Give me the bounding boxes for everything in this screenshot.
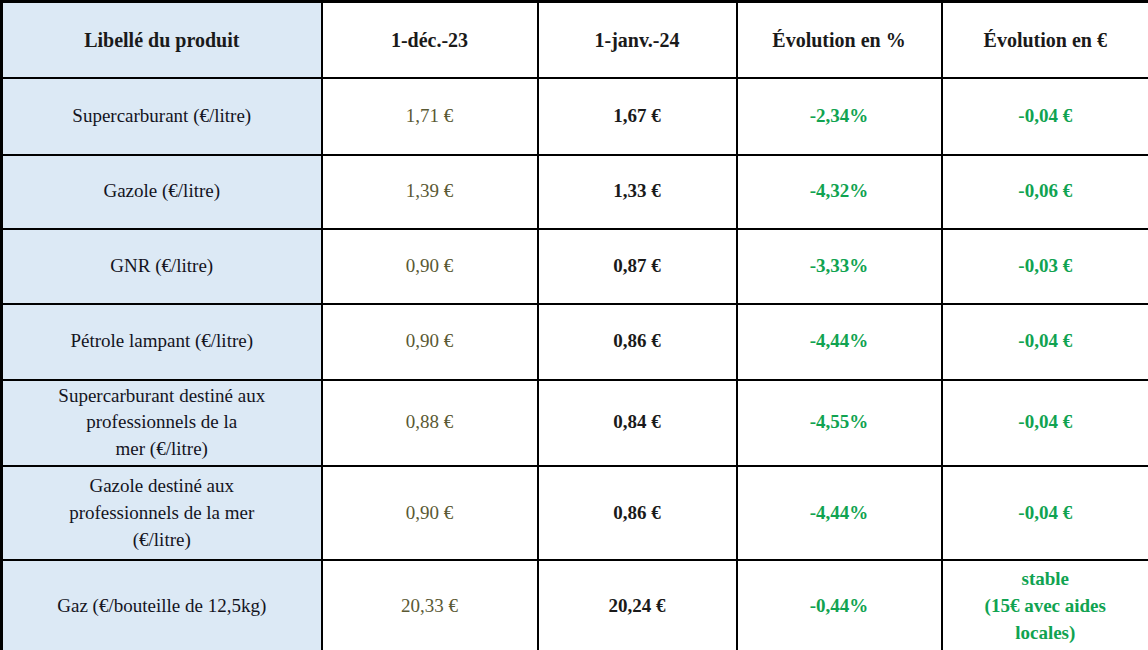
product-label-cell: GNR (€/litre) [2,229,322,304]
evolution-eur-cell: stable (15€ avec aides locales) [942,560,1148,650]
evolution-eur-cell: -0,04 € [942,304,1148,380]
evolution-pct-cell: -3,33% [737,229,942,304]
evolution-eur-cell: -0,06 € [942,155,1148,229]
product-label-cell: Gazole (€/litre) [2,155,322,229]
product-label-cell: Supercarburant (€/litre) [2,78,322,155]
header-cell-evolution-eur: Évolution en € [942,2,1148,78]
price-janv-cell: 0,86 € [538,466,737,560]
price-janv-cell: 0,87 € [538,229,737,304]
fuel-price-table-container: Libellé du produit 1-déc.-23 1-janv.-24 … [0,0,1148,650]
table-row-gnr: GNR (€/litre) 0,90 € 0,87 € -3,33% -0,03… [2,229,1148,304]
price-dec-cell: 0,90 € [322,466,538,560]
price-janv-cell: 0,86 € [538,304,737,380]
price-janv-cell: 1,33 € [538,155,737,229]
header-cell-product-label: Libellé du produit [2,2,322,78]
evolution-eur-cell: -0,04 € [942,466,1148,560]
price-dec-cell: 20,33 € [322,560,538,650]
price-dec-cell: 0,90 € [322,229,538,304]
evolution-eur-cell: -0,04 € [942,78,1148,155]
price-janv-cell: 0,84 € [538,380,737,467]
fuel-price-table: Libellé du produit 1-déc.-23 1-janv.-24 … [0,0,1148,650]
header-cell-date-janv: 1-janv.-24 [538,2,737,78]
table-row-petrole-lampant: Pétrole lampant (€/litre) 0,90 € 0,86 € … [2,304,1148,380]
header-row: Libellé du produit 1-déc.-23 1-janv.-24 … [2,2,1148,78]
table-row-gaz-bouteille: Gaz (€/bouteille de 12,5kg) 20,33 € 20,2… [2,560,1148,650]
evolution-eur-cell: -0,04 € [942,380,1148,467]
table-row-supercarburant: Supercarburant (€/litre) 1,71 € 1,67 € -… [2,78,1148,155]
table-row-gazole-mer: Gazole destiné aux professionnels de la … [2,466,1148,560]
evolution-pct-cell: -2,34% [737,78,942,155]
price-dec-cell: 1,71 € [322,78,538,155]
header-cell-evolution-pct: Évolution en % [737,2,942,78]
table-row-supercarburant-mer: Supercarburant destiné aux professionnel… [2,380,1148,467]
evolution-pct-cell: -4,44% [737,304,942,380]
price-janv-cell: 20,24 € [538,560,737,650]
product-label-cell: Gaz (€/bouteille de 12,5kg) [2,560,322,650]
price-dec-cell: 1,39 € [322,155,538,229]
product-label-cell: Pétrole lampant (€/litre) [2,304,322,380]
price-janv-cell: 1,67 € [538,78,737,155]
price-dec-cell: 0,88 € [322,380,538,467]
price-dec-cell: 0,90 € [322,304,538,380]
header-cell-date-dec: 1-déc.-23 [322,2,538,78]
product-label-cell: Supercarburant destiné aux professionnel… [2,380,322,467]
evolution-pct-cell: -4,32% [737,155,942,229]
evolution-pct-cell: -4,44% [737,466,942,560]
evolution-pct-cell: -0,44% [737,560,942,650]
evolution-pct-cell: -4,55% [737,380,942,467]
product-label-cell: Gazole destiné aux professionnels de la … [2,466,322,560]
table-row-gazole: Gazole (€/litre) 1,39 € 1,33 € -4,32% -0… [2,155,1148,229]
evolution-eur-cell: -0,03 € [942,229,1148,304]
